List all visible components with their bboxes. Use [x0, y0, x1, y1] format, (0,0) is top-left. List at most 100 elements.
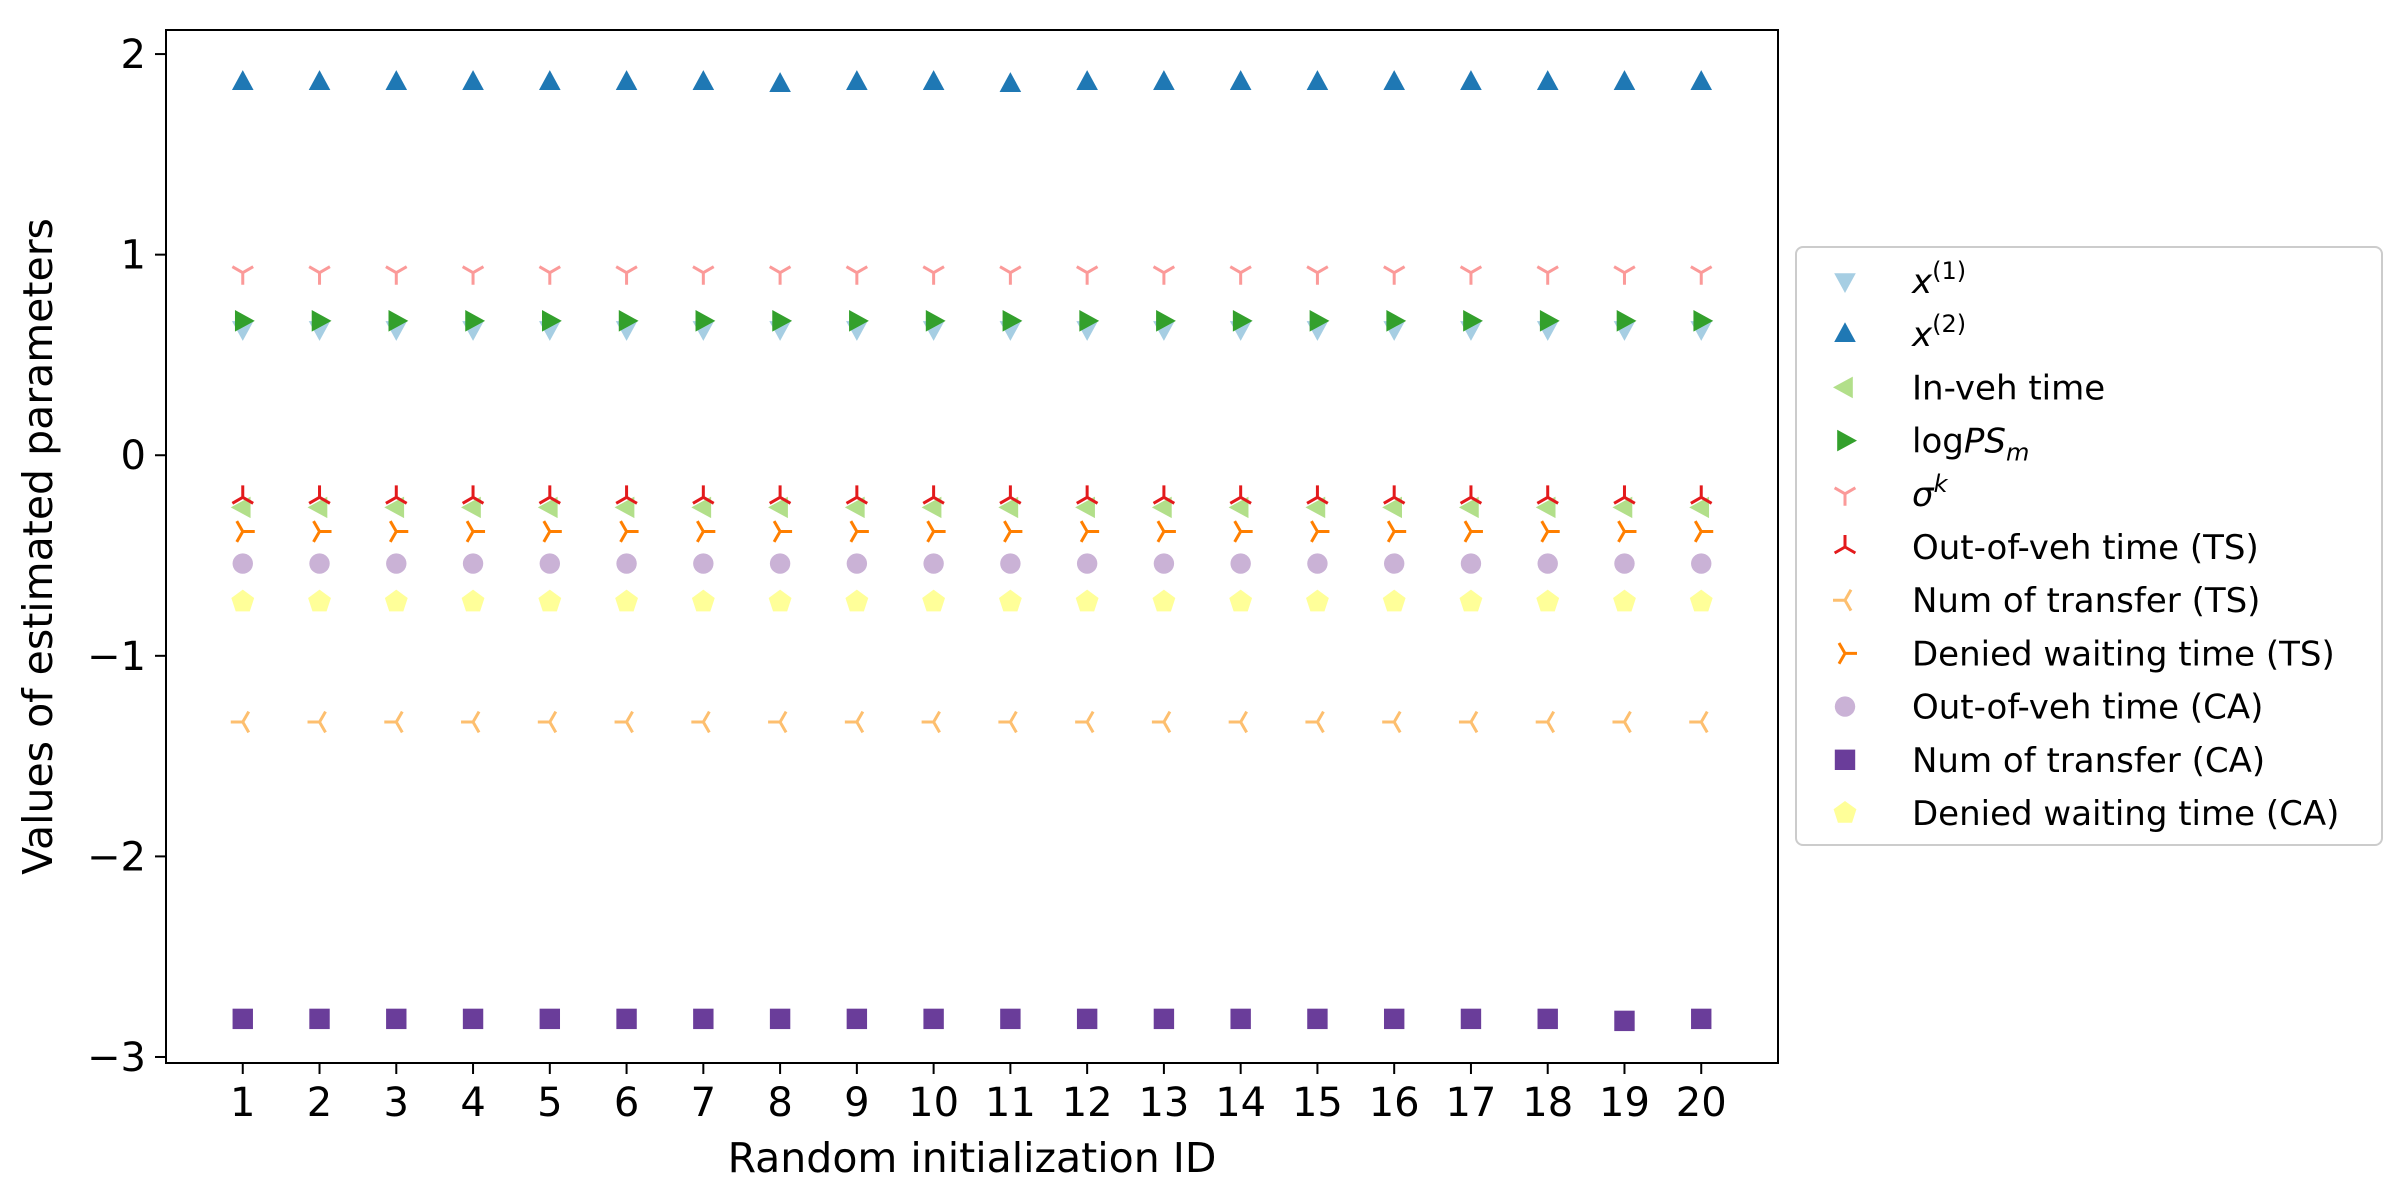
- data-point: [1460, 1008, 1482, 1030]
- data-point: [461, 485, 485, 505]
- data-point: [461, 589, 485, 612]
- data-point: [1003, 520, 1023, 543]
- data-point: [1075, 265, 1099, 285]
- legend-box: [1795, 246, 2383, 846]
- data-point: [230, 496, 251, 519]
- data-point: [308, 265, 331, 285]
- data-point: [1536, 589, 1560, 612]
- legend-label: x(1): [1911, 257, 1966, 302]
- x-tick-label: 8: [767, 1080, 792, 1126]
- data-point: [999, 485, 1022, 505]
- y-axis-label: Values of estimated parameters: [14, 218, 62, 875]
- data-point: [461, 710, 481, 734]
- x-tick-label: 11: [985, 1080, 1036, 1126]
- data-point: [1306, 265, 1329, 285]
- data-point: [923, 1008, 944, 1030]
- data-point: [922, 485, 945, 505]
- data-point: [1536, 70, 1559, 90]
- legend-label: x(2): [1911, 310, 1966, 355]
- data-point: [312, 520, 332, 543]
- data-point: [386, 1008, 407, 1030]
- data-point: [1156, 520, 1176, 543]
- series-group: [235, 520, 1714, 543]
- series-group: [230, 710, 1709, 734]
- legend-label: In-veh time: [1912, 368, 2105, 408]
- data-point: [696, 520, 716, 543]
- x-tick-label: 16: [1369, 1080, 1420, 1126]
- data-point: [998, 589, 1022, 612]
- data-point: [1460, 553, 1482, 574]
- data-point: [462, 1008, 484, 1030]
- data-point: [1617, 520, 1637, 543]
- legend-label: Out-of-veh time (CA): [1912, 688, 2263, 728]
- data-point: [849, 310, 869, 332]
- data-point: [308, 485, 331, 505]
- data-point: [1383, 485, 1406, 505]
- data-point: [231, 589, 255, 612]
- series-group: [231, 70, 1713, 92]
- data-point: [1076, 1008, 1098, 1030]
- data-point: [1383, 553, 1405, 574]
- legend-label: Num of transfer (CA): [1912, 741, 2265, 781]
- data-point: [1689, 710, 1709, 734]
- data-point: [311, 310, 332, 332]
- data-point: [614, 710, 634, 734]
- data-point: [999, 72, 1022, 92]
- data-point: [922, 265, 945, 285]
- data-point: [1229, 70, 1252, 90]
- data-point: [1305, 496, 1326, 519]
- data-point: [1230, 553, 1251, 574]
- x-tick-label: 20: [1676, 1080, 1727, 1126]
- x-tick-label: 12: [1062, 1080, 1113, 1126]
- data-point: [1075, 496, 1095, 519]
- data-point: [615, 485, 638, 505]
- data-point: [922, 70, 945, 90]
- data-point: [1075, 485, 1099, 505]
- data-point: [1153, 553, 1175, 574]
- series-group: [231, 485, 1713, 505]
- plot-markers: [230, 70, 1714, 1032]
- data-point: [1306, 485, 1329, 505]
- data-point: [844, 710, 865, 734]
- data-point: [385, 70, 408, 90]
- data-point: [462, 70, 484, 90]
- data-point: [1079, 310, 1100, 332]
- data-point: [1693, 520, 1714, 543]
- legend-label: logPSm: [1912, 422, 2029, 467]
- data-point: [230, 710, 251, 734]
- y-tick-label: 2: [121, 32, 146, 78]
- data-point: [385, 265, 408, 285]
- data-point: [615, 589, 638, 612]
- data-point: [309, 1008, 330, 1030]
- data-point: [386, 553, 407, 574]
- series-group: [232, 1008, 1712, 1032]
- data-point: [695, 310, 716, 332]
- legend-marker: [1833, 376, 1853, 399]
- y-tick-label: −1: [87, 634, 146, 680]
- data-point: [1689, 496, 1710, 519]
- data-point: [921, 710, 941, 734]
- x-tick-label: 4: [460, 1080, 485, 1126]
- data-point: [537, 496, 558, 519]
- data-point: [998, 710, 1018, 734]
- data-point: [1613, 485, 1636, 505]
- data-point: [1153, 70, 1175, 90]
- data-point: [385, 485, 408, 505]
- data-point: [849, 520, 869, 543]
- data-point: [614, 496, 635, 519]
- data-point: [1002, 310, 1023, 332]
- data-point: [618, 310, 639, 332]
- data-point: [616, 1008, 637, 1030]
- data-point: [1537, 1008, 1558, 1030]
- x-tick-label: 6: [614, 1080, 639, 1126]
- data-point: [1151, 496, 1172, 519]
- data-point: [539, 70, 561, 90]
- data-point: [1152, 589, 1176, 612]
- data-point: [1614, 553, 1635, 574]
- x-tick-label: 5: [537, 1080, 562, 1126]
- data-point: [846, 553, 868, 574]
- data-point: [1000, 1008, 1021, 1030]
- data-point: [1691, 553, 1712, 574]
- data-point: [1689, 589, 1713, 612]
- data-point: [1079, 520, 1100, 543]
